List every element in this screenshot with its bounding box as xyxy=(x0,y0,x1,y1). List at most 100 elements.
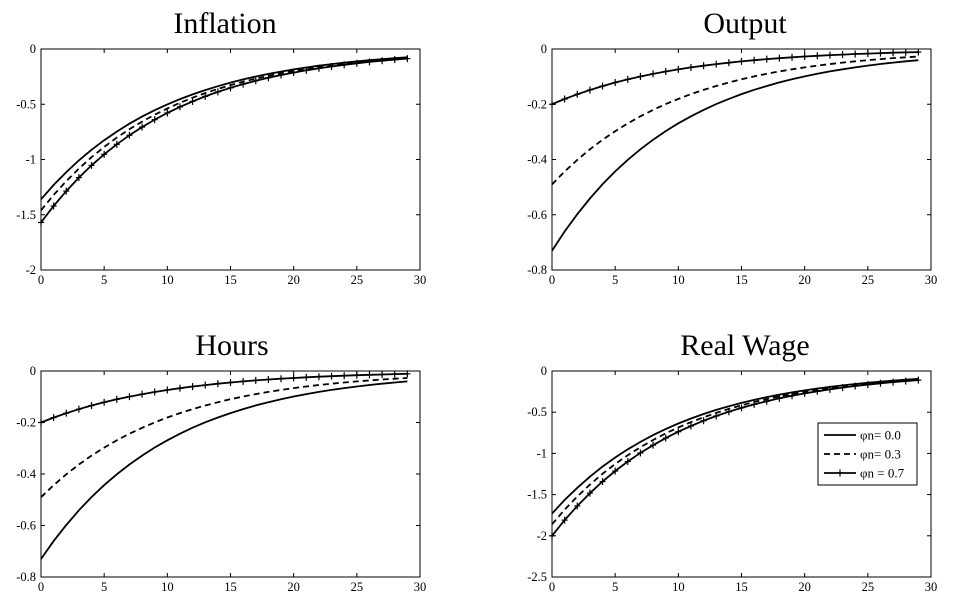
y-tick-label: -1 xyxy=(26,153,36,167)
plot-frame xyxy=(551,48,932,271)
series-marker-2 xyxy=(725,408,732,416)
series-line-1 xyxy=(40,377,408,498)
panel-3: Real Wage 0 5 10 15 20 25 30 0 -0.5 -1 -1.5 -2 -2.5 φn… xyxy=(527,329,937,594)
series-marker-2 xyxy=(574,90,581,98)
series-marker-2 xyxy=(366,58,373,66)
series-marker-2 xyxy=(63,187,70,195)
series-marker-2 xyxy=(776,54,783,62)
series-marker-2 xyxy=(852,382,859,390)
y-tick-label: -0.2 xyxy=(527,97,547,111)
series-marker-2 xyxy=(189,383,196,391)
series-marker-2 xyxy=(227,379,234,387)
series-marker-2 xyxy=(612,467,619,475)
legend-label-2: φn = 0.7 xyxy=(860,466,905,481)
series-marker-2 xyxy=(650,441,657,449)
x-tick-label: 25 xyxy=(351,273,364,287)
series-marker-2 xyxy=(650,70,657,78)
series-marker-2 xyxy=(789,53,796,61)
series-marker-2 xyxy=(303,373,310,381)
series-marker-2 xyxy=(290,374,297,382)
series-line-2 xyxy=(40,57,408,224)
panel-title: Output xyxy=(703,7,787,40)
panel-title: Real Wage xyxy=(680,329,809,362)
x-tick-label: 15 xyxy=(224,273,237,287)
series-marker-2 xyxy=(662,434,669,442)
series-marker-2 xyxy=(189,97,196,105)
series-marker-2 xyxy=(126,393,133,401)
series-marker-2 xyxy=(877,379,884,387)
series-marker-2 xyxy=(839,384,846,392)
x-tick-label: 10 xyxy=(161,580,174,594)
series-marker-2 xyxy=(113,395,120,403)
series-marker-2 xyxy=(561,95,568,103)
y-tick-label: 0 xyxy=(541,364,547,378)
series-marker-2 xyxy=(214,380,221,388)
y-tick-label: -0.6 xyxy=(16,519,36,533)
series-marker-2 xyxy=(713,412,720,420)
x-tick-label: 30 xyxy=(414,273,427,287)
series-marker-2 xyxy=(353,371,360,379)
series-marker-2 xyxy=(751,56,758,64)
series-marker-2 xyxy=(303,66,310,74)
series-marker-2 xyxy=(700,62,707,70)
series-marker-2 xyxy=(404,55,411,63)
y-tick-label: -0.8 xyxy=(16,570,36,584)
series-marker-2 xyxy=(902,377,909,385)
x-tick-label: 10 xyxy=(672,273,685,287)
x-tick-label: 5 xyxy=(101,580,107,594)
x-tick-label: 30 xyxy=(414,580,427,594)
series-marker-2 xyxy=(599,478,606,486)
plot-frame xyxy=(40,370,421,578)
series-marker-2 xyxy=(139,390,146,398)
y-tick-label: -0.8 xyxy=(527,263,547,277)
series-marker-2 xyxy=(586,489,593,497)
series-marker-2 xyxy=(801,389,808,397)
series-marker-2 xyxy=(826,385,833,393)
series-marker-2 xyxy=(763,397,770,405)
series-marker-2 xyxy=(662,67,669,75)
series-marker-2 xyxy=(675,65,682,73)
series-marker-2 xyxy=(353,59,360,67)
series-line-1 xyxy=(551,378,919,525)
x-tick-label: 15 xyxy=(224,580,237,594)
series-marker-2 xyxy=(391,56,398,64)
legend: φn= 0.0 φn= 0.3 φn = 0.7 xyxy=(817,422,918,486)
series-marker-2 xyxy=(379,370,386,378)
series-marker-2 xyxy=(738,404,745,412)
series-marker-2 xyxy=(139,123,146,131)
x-tick-label: 5 xyxy=(101,273,107,287)
series-marker-2 xyxy=(839,51,846,59)
series-marker-2 xyxy=(341,372,348,380)
x-tick-label: 15 xyxy=(735,273,748,287)
series-marker-2 xyxy=(852,50,859,58)
panel-title: Inflation xyxy=(173,7,276,40)
series-marker-2 xyxy=(315,64,322,72)
series-marker-2 xyxy=(88,161,95,169)
series-marker-2 xyxy=(915,48,922,56)
y-tick-label: -0.2 xyxy=(16,416,36,430)
x-tick-label: 10 xyxy=(161,273,174,287)
series-marker-2 xyxy=(586,86,593,94)
series-marker-2 xyxy=(126,131,133,139)
series-marker-2 xyxy=(890,49,897,57)
x-tick-label: 20 xyxy=(287,273,300,287)
y-tick-label: -0.5 xyxy=(16,97,36,111)
series-marker-2 xyxy=(164,386,171,394)
y-tick-label: -0.6 xyxy=(527,208,547,222)
series-marker-2 xyxy=(315,373,322,381)
series-marker-2 xyxy=(328,62,335,70)
series-marker-2 xyxy=(88,402,95,410)
y-tick-label: -2.5 xyxy=(527,570,547,584)
y-tick-label: -0.4 xyxy=(527,153,548,167)
y-tick-label: 0 xyxy=(30,364,36,378)
x-tick-label: 5 xyxy=(612,273,618,287)
series-line-0 xyxy=(40,380,408,560)
series-line-1 xyxy=(40,57,408,211)
series-marker-2 xyxy=(763,55,770,63)
series-marker-2 xyxy=(561,516,568,524)
series-marker-2 xyxy=(202,92,209,100)
x-tick-label: 25 xyxy=(862,273,875,287)
series-marker-2 xyxy=(252,376,259,384)
x-tick-label: 20 xyxy=(287,580,300,594)
